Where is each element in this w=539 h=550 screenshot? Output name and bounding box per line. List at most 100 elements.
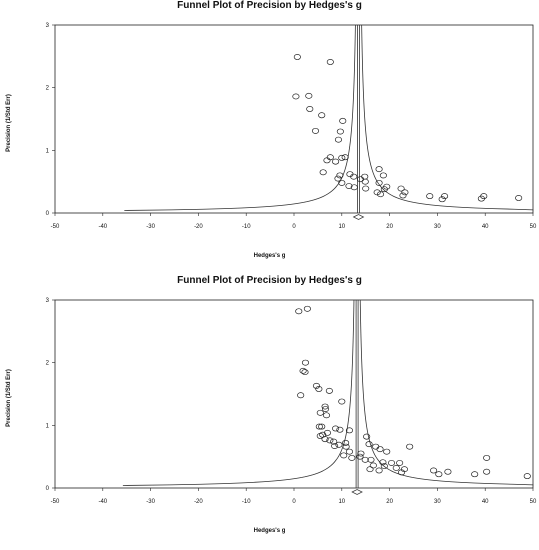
study-point [435, 471, 443, 478]
study-point [301, 369, 309, 376]
y-tick-label: 1 [46, 148, 50, 154]
study-point [295, 308, 303, 315]
study-point [362, 185, 370, 192]
study-point [357, 450, 365, 457]
study-point [303, 305, 311, 312]
study-point [315, 423, 323, 430]
study-point [331, 443, 339, 449]
study-point [399, 192, 407, 199]
study-point [301, 359, 310, 366]
chart-title: Funnel Plot of Precision by Hedges's g [177, 275, 362, 286]
study-point [444, 468, 452, 475]
x-tick-label: -30 [146, 224, 155, 230]
x-tick-label: 40 [482, 499, 489, 505]
study-point [336, 172, 344, 179]
y-tick-label: 3 [46, 23, 50, 29]
study-point [326, 437, 334, 444]
study-point [345, 183, 353, 190]
study-point [306, 106, 314, 112]
study-point [305, 92, 313, 99]
study-point [366, 466, 374, 473]
study-point [332, 158, 340, 165]
study-point [401, 189, 409, 196]
funnel-right-curve [359, 299, 534, 486]
study-point [342, 439, 350, 446]
study-point [338, 179, 346, 186]
study-point [406, 443, 414, 450]
study-point [321, 403, 329, 410]
study-point [483, 468, 491, 475]
y-tick-label: 3 [46, 298, 50, 304]
study-point [316, 409, 324, 416]
funnel-right-curve [361, 24, 534, 211]
x-tick-label: -20 [194, 499, 203, 505]
study-point [397, 469, 406, 476]
plot-frame [54, 24, 534, 214]
study-point [426, 193, 434, 200]
study-point [339, 117, 347, 124]
study-point [380, 463, 388, 470]
study-point [321, 436, 329, 443]
study-point [345, 448, 353, 455]
funnel-plot-top: Funnel Plot of Precision by Hedges's g P… [6, 0, 537, 259]
study-point [379, 459, 387, 466]
y-tick-label: 0 [46, 486, 50, 492]
study-point [392, 464, 400, 471]
study-point [441, 193, 449, 200]
study-point [348, 454, 356, 461]
study-point [334, 175, 342, 182]
x-tick-label: 0 [292, 499, 296, 505]
x-tick-label: -50 [51, 499, 60, 505]
study-point [336, 426, 344, 433]
study-point [430, 467, 438, 474]
y-tick-label: 2 [46, 86, 50, 92]
study-point [387, 459, 396, 466]
study-point [326, 154, 334, 161]
study-point [369, 462, 377, 469]
study-point [376, 446, 384, 453]
study-point [330, 438, 338, 445]
study-point [383, 448, 391, 455]
y-tick-label: 0 [46, 211, 50, 217]
study-point [477, 195, 485, 202]
x-axis-label: Hedges's g [253, 253, 286, 259]
x-tick-label: 0 [292, 224, 296, 230]
study-point [523, 473, 531, 480]
y-tick-label: 1 [46, 423, 50, 429]
study-point [334, 136, 343, 143]
study-point [319, 169, 327, 176]
study-point [342, 443, 350, 450]
x-axis-label: Hedges's g [253, 528, 286, 534]
study-point [361, 178, 369, 185]
x-tick-label: 20 [386, 224, 393, 230]
study-point [361, 456, 369, 463]
x-tick-label: -40 [98, 499, 107, 505]
x-tick-label: 30 [434, 224, 441, 230]
study-point [312, 382, 321, 389]
study-point [316, 433, 324, 439]
x-tick-label: 50 [530, 499, 537, 505]
x-tick-label: 30 [434, 499, 441, 505]
study-point [363, 433, 371, 440]
summary-diamond [351, 489, 363, 495]
x-tick-label: -50 [51, 224, 60, 230]
study-point [299, 367, 307, 374]
study-point [376, 191, 385, 198]
study-point [338, 398, 346, 405]
study-point [380, 186, 388, 193]
x-tick-label: -20 [194, 224, 203, 230]
x-tick-label: -30 [146, 499, 155, 505]
study-point [323, 157, 331, 164]
study-point [322, 412, 331, 419]
study-point [293, 54, 301, 60]
study-point [318, 112, 326, 119]
x-tick-label: -40 [98, 224, 107, 230]
study-point [338, 154, 346, 161]
study-point [356, 453, 364, 460]
funnel-left-curve [122, 299, 355, 486]
study-point [336, 128, 344, 135]
x-tick-label: 10 [338, 224, 345, 230]
study-point [350, 184, 358, 191]
x-tick-label: 40 [482, 224, 489, 230]
study-point [350, 173, 358, 180]
